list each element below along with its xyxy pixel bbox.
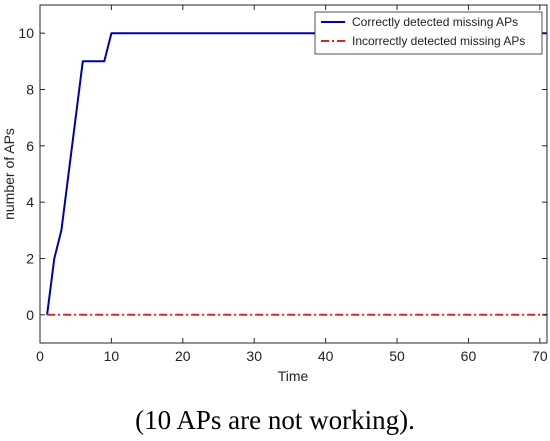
- y-tick-label: 6: [26, 138, 34, 154]
- y-tick-label: 0: [26, 307, 34, 323]
- y-tick-label: 2: [26, 251, 34, 267]
- x-tick-label: 10: [104, 348, 120, 364]
- y-tick-label: 8: [26, 82, 34, 98]
- y-tick-label: 10: [18, 25, 34, 41]
- y-axis-label: number of APs: [1, 128, 17, 220]
- x-axis-label: Time: [278, 368, 309, 384]
- x-tick-label: 20: [175, 348, 191, 364]
- series-line-correct: [46, 32, 547, 315]
- x-tick-label: 60: [461, 348, 477, 364]
- plot-frame: [39, 4, 548, 344]
- legend-label-incorrect: Incorrectly detected missing APs: [352, 34, 525, 48]
- x-tick-label: 50: [389, 348, 405, 364]
- legend-label-correct: Correctly detected missing APs: [352, 15, 518, 29]
- y-ticks: 0 2 4 6 8 10: [18, 25, 547, 323]
- y-tick-label: 4: [26, 194, 34, 210]
- x-ticks: 0 10 20 30 40 50 60 70: [36, 5, 548, 364]
- legend-box: [314, 11, 543, 55]
- series-layer: [46, 32, 547, 316]
- x-tick-label: 30: [246, 348, 262, 364]
- legend: Correctly detected missing APs Incorrect…: [314, 11, 543, 55]
- figure-caption: (10 APs are not working).: [135, 405, 415, 435]
- x-tick-label: 70: [532, 348, 548, 364]
- x-tick-label: 40: [318, 348, 334, 364]
- x-tick-label: 0: [36, 348, 44, 364]
